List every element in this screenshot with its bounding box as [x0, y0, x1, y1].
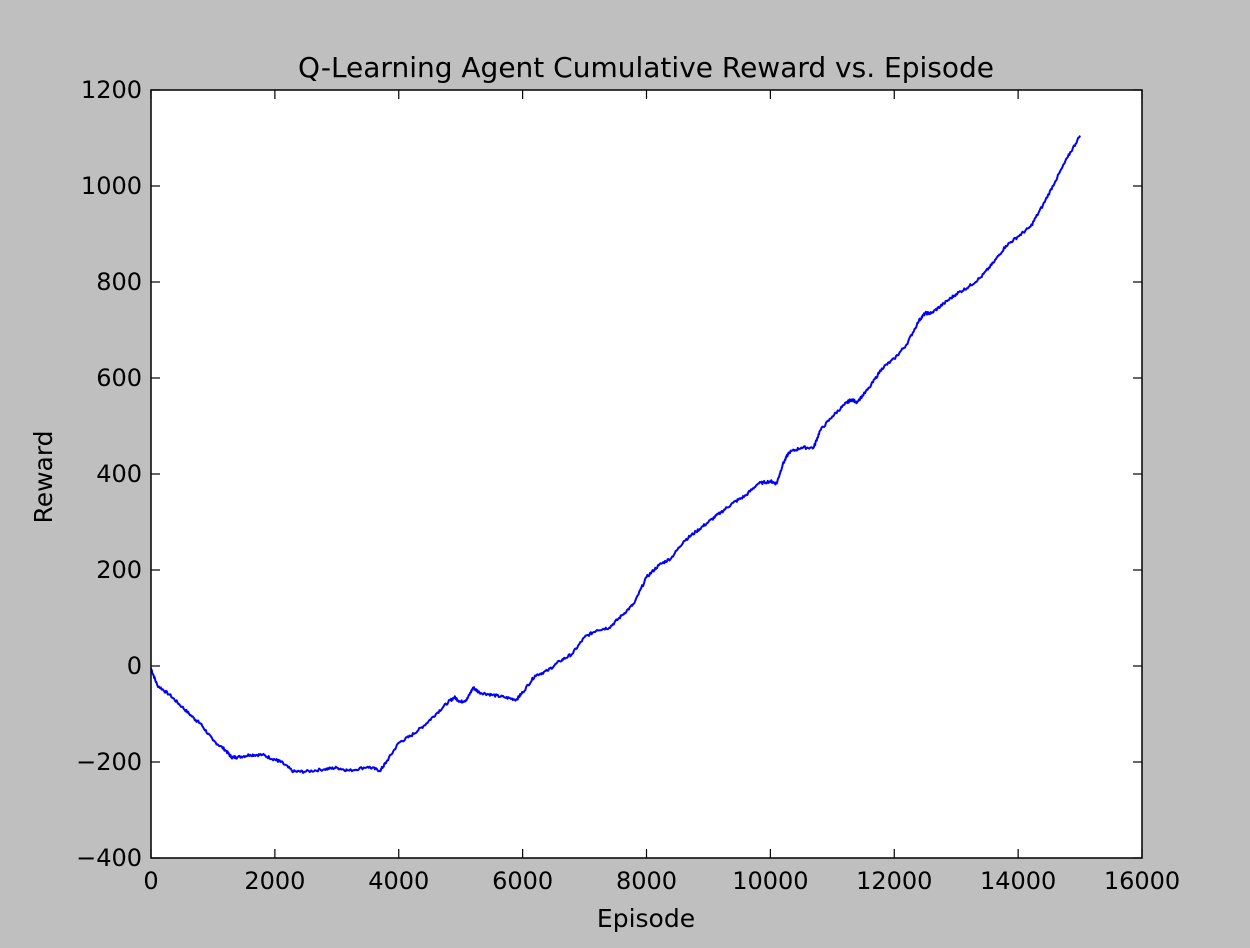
y-tick-label-8: 1200	[81, 76, 142, 104]
y-tick-label-7: 1000	[81, 172, 142, 200]
x-tick-label-6: 12000	[856, 867, 932, 895]
series-line-0	[150, 135, 1081, 774]
x-tick-label-0: 0	[143, 867, 158, 895]
y-tick-label-0: −400	[76, 844, 142, 872]
y-tick-label-3: 200	[96, 556, 142, 584]
data-layer	[150, 135, 1081, 774]
plot-area	[151, 90, 1142, 858]
y-tick-label-6: 800	[96, 268, 142, 296]
x-tick-label-5: 10000	[732, 867, 808, 895]
x-tick-label-2: 4000	[368, 867, 429, 895]
y-tick-label-4: 400	[96, 460, 142, 488]
x-tick-label-4: 8000	[616, 867, 677, 895]
y-tick-label-5: 600	[96, 364, 142, 392]
x-tick-label-8: 16000	[1104, 867, 1180, 895]
x-tick-label-1: 2000	[244, 867, 305, 895]
chart-title: Q-Learning Agent Cumulative Reward vs. E…	[298, 51, 994, 84]
x-tick-label-3: 6000	[492, 867, 553, 895]
y-tick-label-1: −200	[76, 748, 142, 776]
x-tick-label-7: 14000	[980, 867, 1056, 895]
y-tick-label-2: 0	[127, 652, 142, 680]
plot-frame	[150, 89, 1143, 859]
x-axis-label: Episode	[597, 904, 695, 933]
y-axis-label: Reward	[29, 430, 58, 523]
tick-layer: 0 2000 4000 6000 8000 10000 12000 14000 16000−40…	[76, 76, 1180, 895]
